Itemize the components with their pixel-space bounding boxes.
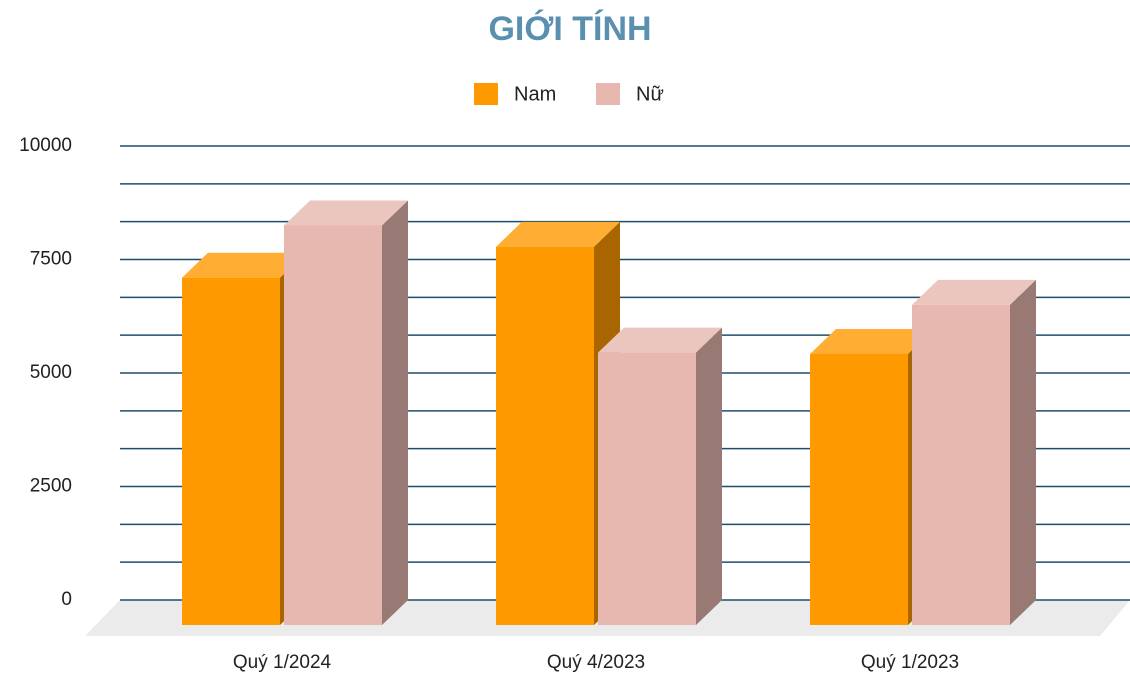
legend-label: Nam [514,83,556,105]
x-tick-label: Quý 1/2023 [861,652,959,673]
y-tick-label: 7500 [30,249,72,270]
legend-label: Nữ [636,83,664,105]
bar-top [496,221,620,247]
bar [182,277,280,625]
bar-top [182,252,306,278]
chart-title: GIỚI TÍNH [488,10,651,48]
y-tick-label: 5000 [30,362,72,383]
legend-swatch [474,83,498,105]
bar [810,353,908,625]
bar-top [912,279,1036,305]
x-tick-label: Quý 1/2024 [233,652,332,673]
bar-side [382,200,408,626]
x-tick-label: Quý 4/2023 [547,652,645,673]
y-tick-label: 0 [61,589,72,610]
bar [284,225,382,626]
bar-side [1010,279,1036,625]
bar [598,352,696,625]
bar-top [284,200,408,226]
bar-top [810,328,934,354]
bar-top [598,327,722,353]
bar-side [696,327,722,625]
legend-swatch [596,83,620,105]
y-tick-label: 2500 [30,476,72,497]
y-tick-label: 10000 [19,135,72,156]
bar [912,304,1010,625]
bar [496,246,594,625]
